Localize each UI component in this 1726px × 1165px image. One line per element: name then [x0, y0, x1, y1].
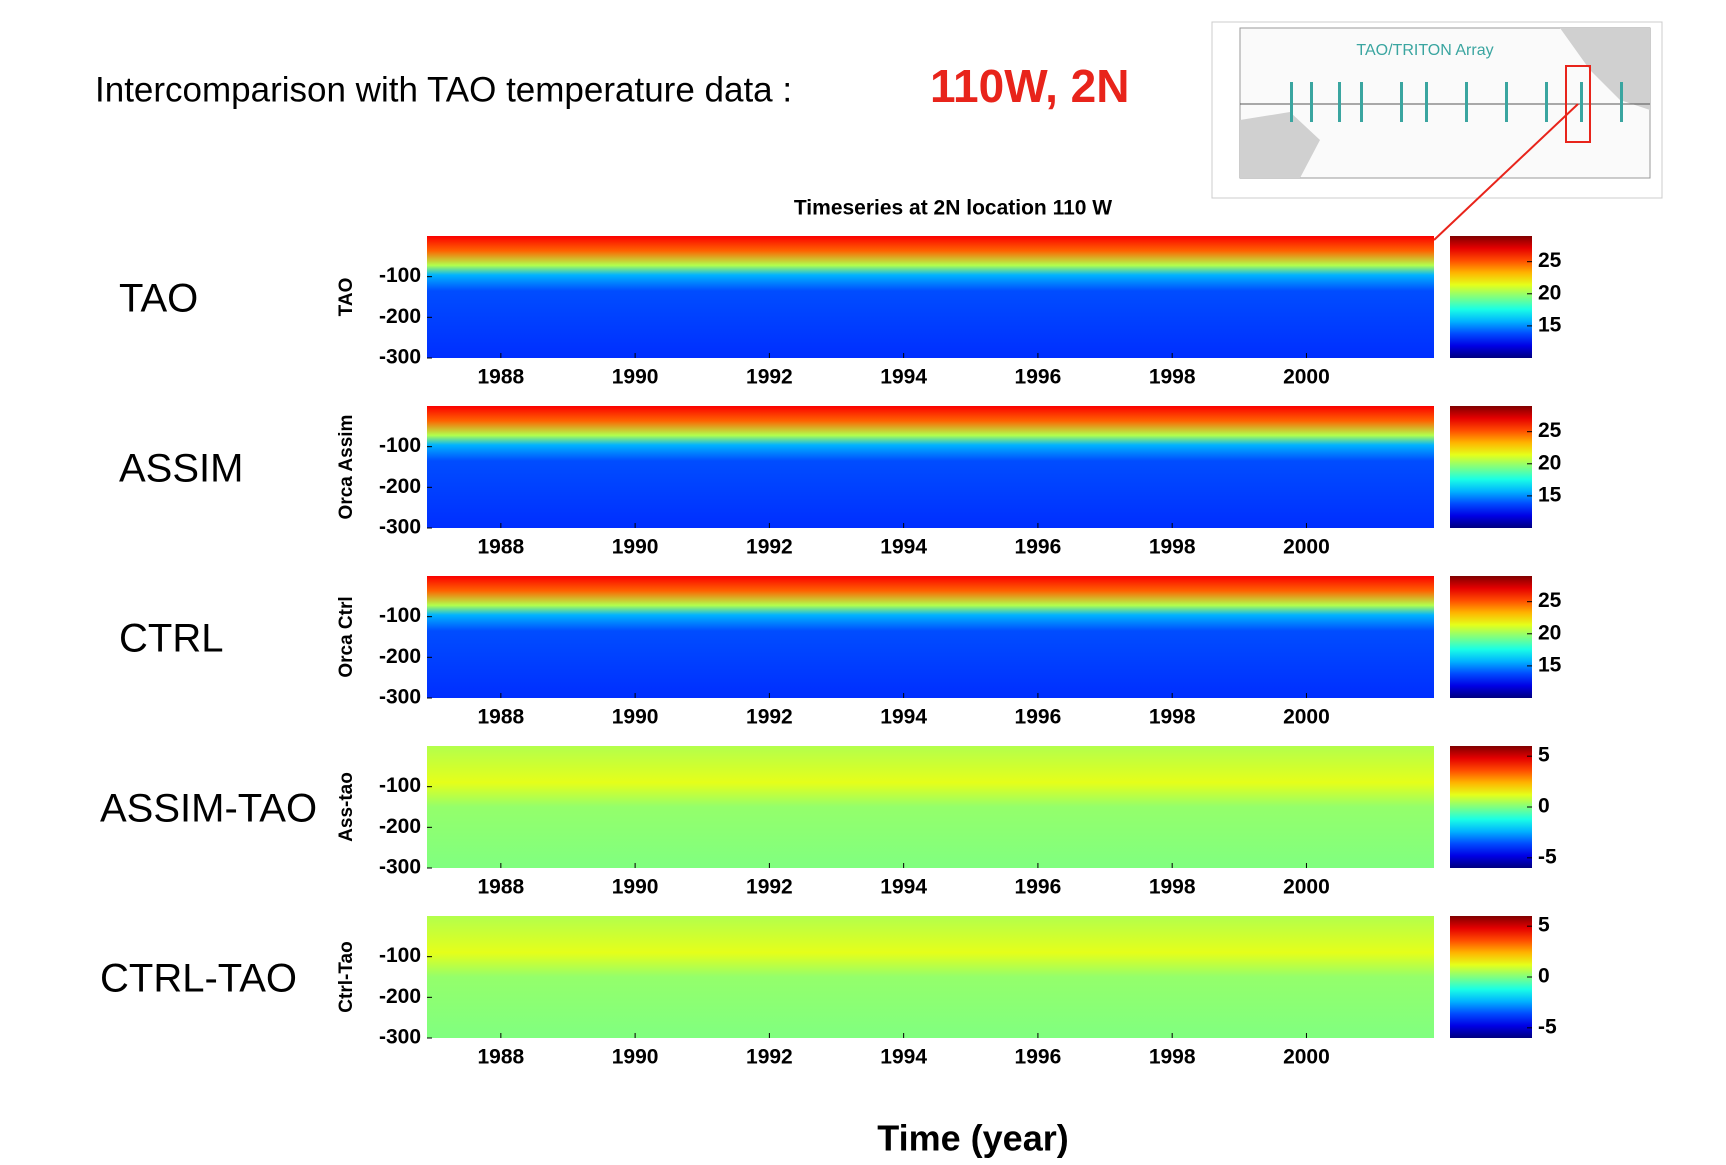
- row-label: TAO: [119, 277, 198, 321]
- heatmap: [427, 746, 1434, 868]
- x-tick-label: 1994: [880, 1046, 927, 1069]
- x-tick-label: 1992: [746, 706, 793, 729]
- y-axis-label: Ctrl-Tao: [336, 941, 357, 1012]
- x-tick-label: 1994: [880, 366, 927, 389]
- colorbar-tick-label: 25: [1538, 419, 1562, 442]
- x-tick-label: 1998: [1149, 1046, 1196, 1069]
- colorbar: [1450, 406, 1532, 528]
- colorbar-tick-label: 5: [1538, 744, 1550, 767]
- y-tick-label: -100: [379, 264, 421, 287]
- colorbar-tick-label: -5: [1538, 845, 1557, 868]
- x-axis-label: Time (year): [877, 1118, 1068, 1159]
- y-tick-label: -100: [379, 944, 421, 967]
- y-tick-label: -100: [379, 774, 421, 797]
- y-tick-label: -200: [379, 475, 421, 498]
- inset-map: TAO/TRITON Array: [1211, 21, 1663, 199]
- x-tick-label: 1996: [1015, 1046, 1062, 1069]
- x-tick-label: 1994: [880, 706, 927, 729]
- y-tick-label: -300: [379, 686, 421, 709]
- colorbar-tick-label: 15: [1538, 313, 1562, 336]
- x-tick-label: 1992: [746, 876, 793, 899]
- x-tick-label: 1994: [880, 536, 927, 559]
- x-tick-label: 2000: [1283, 536, 1330, 559]
- x-tick-label: 2000: [1283, 876, 1330, 899]
- x-tick-label: 1988: [477, 1046, 524, 1069]
- x-tick-label: 1990: [612, 1046, 659, 1069]
- heatmap: [427, 916, 1434, 1038]
- colorbar-tick-label: 0: [1538, 965, 1550, 988]
- x-tick-label: 1998: [1149, 536, 1196, 559]
- colorbar: [1450, 916, 1532, 1038]
- colorbar: [1450, 576, 1532, 698]
- colorbar-tick-label: 20: [1538, 621, 1561, 644]
- pointer-arrow: [1433, 103, 1579, 241]
- y-tick-label: -300: [379, 346, 421, 369]
- colorbar: [1450, 746, 1532, 868]
- colorbar-tick-label: 25: [1538, 249, 1562, 272]
- x-tick-label: 1988: [477, 366, 524, 389]
- y-tick-label: -200: [379, 815, 421, 838]
- x-tick-label: 2000: [1283, 706, 1330, 729]
- x-tick-label: 1988: [477, 876, 524, 899]
- row-label: CTRL-TAO: [100, 957, 297, 1001]
- y-tick-label: -300: [379, 856, 421, 879]
- colorbar-tick-label: 0: [1538, 795, 1550, 818]
- heatmap: [427, 406, 1434, 528]
- row-label: ASSIM-TAO: [100, 787, 317, 831]
- y-axis-label: Orca Assim: [336, 415, 357, 520]
- x-tick-label: 1992: [746, 1046, 793, 1069]
- x-tick-label: 1992: [746, 366, 793, 389]
- colorbar: [1450, 236, 1532, 358]
- colorbar-tick-label: 15: [1538, 483, 1562, 506]
- x-tick-label: 1994: [880, 876, 927, 899]
- x-tick-label: 1990: [612, 536, 659, 559]
- inset-title: TAO/TRITON Array: [1356, 42, 1493, 59]
- x-tick-label: 1988: [477, 536, 524, 559]
- y-tick-label: -100: [379, 434, 421, 457]
- plot-title: Timeseries at 2N location 110 W: [794, 197, 1112, 220]
- x-tick-label: 1998: [1149, 366, 1196, 389]
- x-tick-label: 1988: [477, 706, 524, 729]
- slide-title: Intercomparison with TAO temperature dat…: [95, 70, 792, 109]
- x-tick-label: 1996: [1015, 876, 1062, 899]
- x-tick-label: 2000: [1283, 366, 1330, 389]
- location: 110W, 2N: [930, 60, 1129, 112]
- row-label: CTRL: [119, 617, 223, 661]
- x-tick-label: 1996: [1015, 706, 1062, 729]
- y-tick-label: -100: [379, 604, 421, 627]
- x-tick-label: 1990: [612, 366, 659, 389]
- x-tick-label: 1992: [746, 536, 793, 559]
- colorbar-tick-label: 25: [1538, 589, 1562, 612]
- y-tick-label: -300: [379, 516, 421, 539]
- y-tick-label: -200: [379, 305, 421, 328]
- y-axis-label: TAO: [336, 278, 357, 317]
- y-axis-label: Ass-tao: [336, 772, 357, 842]
- colorbar-tick-label: 5: [1538, 914, 1550, 937]
- y-tick-label: -200: [379, 985, 421, 1008]
- x-tick-label: 1996: [1015, 536, 1062, 559]
- colorbar-tick-label: 15: [1538, 653, 1562, 676]
- x-tick-label: 1998: [1149, 876, 1196, 899]
- colorbar-tick-label: -5: [1538, 1015, 1557, 1038]
- y-tick-label: -300: [379, 1026, 421, 1049]
- colorbar-tick-label: 20: [1538, 281, 1561, 304]
- heatmap: [427, 236, 1434, 358]
- y-tick-label: -200: [379, 645, 421, 668]
- colorbar-tick-label: 20: [1538, 451, 1561, 474]
- x-tick-label: 1998: [1149, 706, 1196, 729]
- x-tick-label: 1996: [1015, 366, 1062, 389]
- x-tick-label: 1990: [612, 876, 659, 899]
- y-axis-label: Orca Ctrl: [336, 596, 357, 677]
- x-tick-label: 1990: [612, 706, 659, 729]
- x-tick-label: 2000: [1283, 1046, 1330, 1069]
- heatmap: [427, 576, 1434, 698]
- row-label: ASSIM: [119, 447, 243, 491]
